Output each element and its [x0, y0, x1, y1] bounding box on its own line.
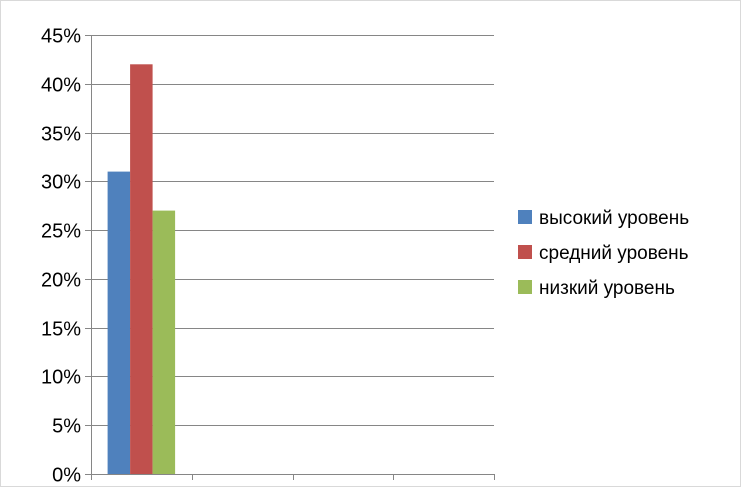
bars: [107, 64, 176, 475]
y-tick-label: 30%: [41, 172, 81, 194]
y-tick-label: 15%: [41, 319, 81, 341]
bar-2: [130, 64, 153, 475]
legend-label: высокий уровень: [539, 208, 689, 229]
legend-swatch: [518, 245, 532, 259]
y-tick-label: 40%: [41, 75, 81, 97]
bar-1: [107, 171, 131, 474]
y-tick-label: 0%: [52, 465, 81, 487]
axes: [91, 35, 495, 480]
y-tick-label: 5%: [52, 416, 81, 438]
bar-3: [152, 210, 176, 474]
y-tick-label: 20%: [41, 270, 81, 292]
y-tick-label: 10%: [41, 367, 81, 389]
legend-swatch: [518, 210, 532, 224]
y-tick-labels: 0% 5% 10% 15% 20% 25% 30% 35% 40% 45%: [41, 26, 81, 487]
y-tick-label: 25%: [41, 221, 81, 243]
legend: высокий уровень средний уровень низкий уро…: [518, 208, 689, 299]
legend-label: средний уровень: [539, 243, 689, 264]
legend-swatch: [518, 280, 532, 294]
y-tick-label: 45%: [41, 26, 81, 48]
legend-label: низкий уровень: [539, 278, 675, 299]
y-tick-label: 35%: [41, 124, 81, 146]
